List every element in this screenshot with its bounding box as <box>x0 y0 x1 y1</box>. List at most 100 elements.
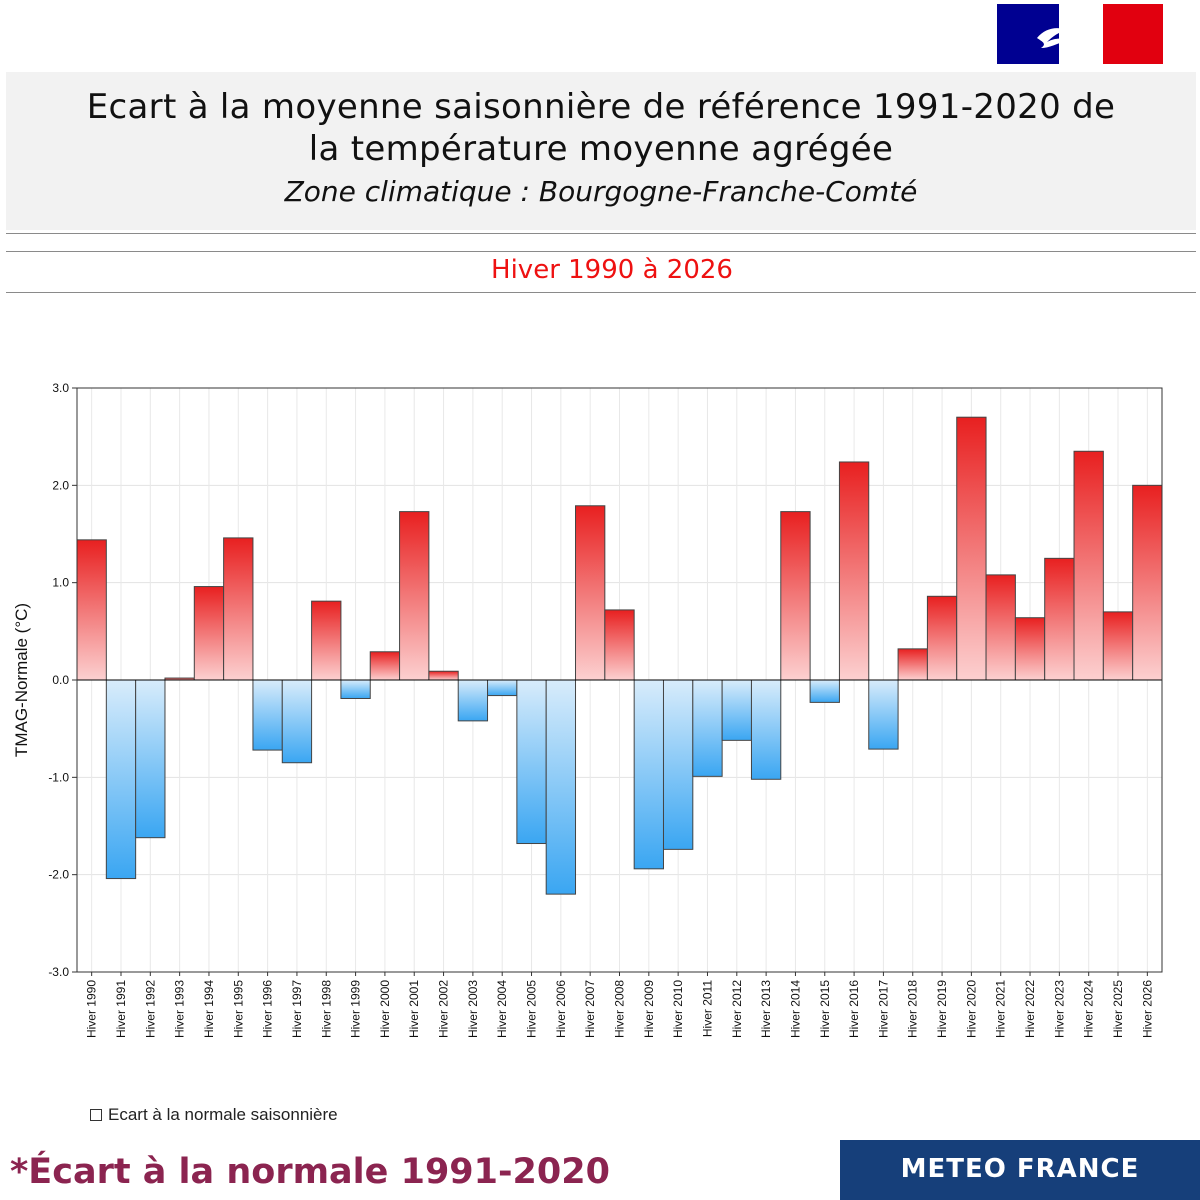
bar-hiver-2005 <box>516 679 547 845</box>
x-tick-label: Hiver 1999 <box>349 980 363 1038</box>
x-tick-label: Hiver 1992 <box>143 980 157 1038</box>
marianne-hair-icon <box>1037 28 1067 48</box>
x-tick-label: Hiver 1995 <box>231 980 245 1038</box>
bar-hiver-2017 <box>868 679 899 750</box>
x-tick-label: Hiver 2023 <box>1052 980 1066 1038</box>
y-tick-labels: 3.0 2.0 1.0 0.0 -1.0 -2.0 -3.0 <box>48 381 77 979</box>
bar-hiver-2012 <box>721 679 752 741</box>
x-tick-label: Hiver 1991 <box>114 980 128 1038</box>
bar-hiver-2018 <box>897 648 928 681</box>
x-tick-label: Hiver 2003 <box>466 980 480 1038</box>
x-tick-label: Hiver 2021 <box>994 980 1008 1038</box>
x-tick-label: Hiver 2022 <box>1023 980 1037 1038</box>
climate-zone-subtitle: Zone climatique : Bourgogne-Franche-Comt… <box>284 175 918 208</box>
x-tick-label: Hiver 1994 <box>202 980 216 1038</box>
x-tick-label: Hiver 2002 <box>437 980 451 1038</box>
footnote: *Écart à la normale 1991-2020 <box>10 1152 610 1192</box>
divider-bottom <box>6 292 1196 293</box>
bar-hiver-2006 <box>545 679 577 895</box>
marianne-profile-icon <box>1069 7 1103 57</box>
x-tick-label: Hiver 2012 <box>730 980 744 1038</box>
bar-hiver-2014 <box>780 511 811 681</box>
x-tick-label: Hiver 2019 <box>935 980 949 1038</box>
bar-hiver-1995 <box>223 537 254 681</box>
bar-hiver-2002 <box>428 670 459 681</box>
y-tick-label: -1.0 <box>48 770 69 784</box>
bar-hiver-1990 <box>76 539 107 681</box>
flag-red-band <box>1103 4 1163 64</box>
bar-hiver-2021 <box>985 574 1016 681</box>
divider-top <box>6 233 1196 234</box>
chart-title-line-1: Ecart à la moyenne saisonnière de référe… <box>86 87 1116 127</box>
bar-hiver-2019 <box>926 595 958 681</box>
x-tick-label: Hiver 2004 <box>495 980 509 1038</box>
bar-hiver-2026 <box>1132 484 1163 681</box>
x-tick-label: Hiver 2007 <box>583 980 597 1038</box>
title-box: Ecart à la moyenne saisonnière de référe… <box>6 72 1196 230</box>
bar-hiver-2024 <box>1073 450 1104 681</box>
y-tick-label: 0.0 <box>52 673 69 687</box>
bar-hiver-2025 <box>1102 611 1134 681</box>
bar-hiver-2023 <box>1044 557 1075 681</box>
legend-swatch <box>90 1109 102 1121</box>
bar-hiver-2011 <box>692 679 723 777</box>
legend: Ecart à la normale saisonnière <box>90 1105 338 1125</box>
x-tick-labels: Hiver 1990 Hiver 1991 Hiver 1992 Hiver 1993… <box>85 972 1154 1038</box>
x-tick-label: Hiver 2020 <box>964 980 978 1038</box>
y-tick-label: -3.0 <box>48 965 69 979</box>
republique-francaise-logo <box>997 4 1163 64</box>
bars-layer <box>76 416 1163 895</box>
bar-hiver-2015 <box>809 679 840 703</box>
bar-hiver-2022 <box>1014 617 1046 681</box>
bar-hiver-1999 <box>340 679 371 699</box>
x-tick-label: Hiver 2013 <box>759 980 773 1038</box>
bar-hiver-2007 <box>575 505 606 681</box>
x-tick-label: Hiver 2011 <box>700 980 714 1037</box>
chart-title-line-2: la température moyenne agrégée <box>308 129 894 169</box>
bar-hiver-1998 <box>311 600 342 681</box>
bar-hiver-1994 <box>193 586 225 681</box>
x-tick-label: Hiver 2017 <box>876 980 890 1038</box>
y-tick-label: 1.0 <box>52 576 69 590</box>
y-tick-label: -2.0 <box>48 868 69 882</box>
y-tick-label: 2.0 <box>52 478 69 492</box>
x-tick-label: Hiver 2006 <box>554 980 568 1038</box>
bar-hiver-1992 <box>135 679 166 839</box>
bar-hiver-1991 <box>105 679 137 880</box>
x-tick-label: Hiver 2025 <box>1111 980 1125 1038</box>
bar-hiver-2004 <box>487 679 518 697</box>
x-tick-label: Hiver 1996 <box>261 980 275 1038</box>
x-tick-label: Hiver 2016 <box>847 980 861 1038</box>
x-tick-label: Hiver 1990 <box>85 980 99 1038</box>
season-period-label: Hiver 1990 à 2026 <box>491 255 733 285</box>
bar-hiver-2016 <box>838 461 870 681</box>
x-tick-label: Hiver 2014 <box>788 980 802 1038</box>
x-tick-label: Hiver 2026 <box>1140 980 1154 1038</box>
y-axis-label: TMAG-Normale (°C) <box>12 603 31 757</box>
x-tick-label: Hiver 2005 <box>525 980 539 1038</box>
divider-middle <box>6 251 1196 252</box>
bar-hiver-1997 <box>281 679 313 764</box>
bar-hiver-2008 <box>604 609 635 681</box>
bar-chart: 3.02.01.00.0-1.0-2.0-3.0 Hiver 1990 Hiver… <box>12 381 1163 1038</box>
bar-hiver-2009 <box>633 679 664 870</box>
y-tick-label: 3.0 <box>52 381 69 395</box>
bar-hiver-2013 <box>750 679 782 780</box>
x-tick-label: Hiver 2024 <box>1082 980 1096 1038</box>
bar-hiver-2001 <box>399 511 430 681</box>
meteo-france-brand: METEO FRANCE <box>840 1140 1200 1200</box>
x-tick-label: Hiver 2000 <box>378 980 392 1038</box>
x-tick-label: Hiver 2009 <box>642 980 656 1038</box>
x-tick-label: Hiver 1997 <box>290 980 304 1038</box>
x-tick-label: Hiver 1998 <box>319 980 333 1038</box>
x-tick-label: Hiver 2010 <box>671 980 685 1038</box>
legend-label: Ecart à la normale saisonnière <box>108 1105 338 1124</box>
bar-hiver-2020 <box>956 416 987 681</box>
bar-hiver-2010 <box>662 679 694 850</box>
bar-hiver-2003 <box>457 679 489 722</box>
bar-hiver-2000 <box>369 651 401 681</box>
x-tick-label: Hiver 1993 <box>173 980 187 1038</box>
x-tick-label: Hiver 2008 <box>613 980 627 1038</box>
x-tick-label: Hiver 2015 <box>818 980 832 1038</box>
x-tick-label: Hiver 2018 <box>906 980 920 1038</box>
